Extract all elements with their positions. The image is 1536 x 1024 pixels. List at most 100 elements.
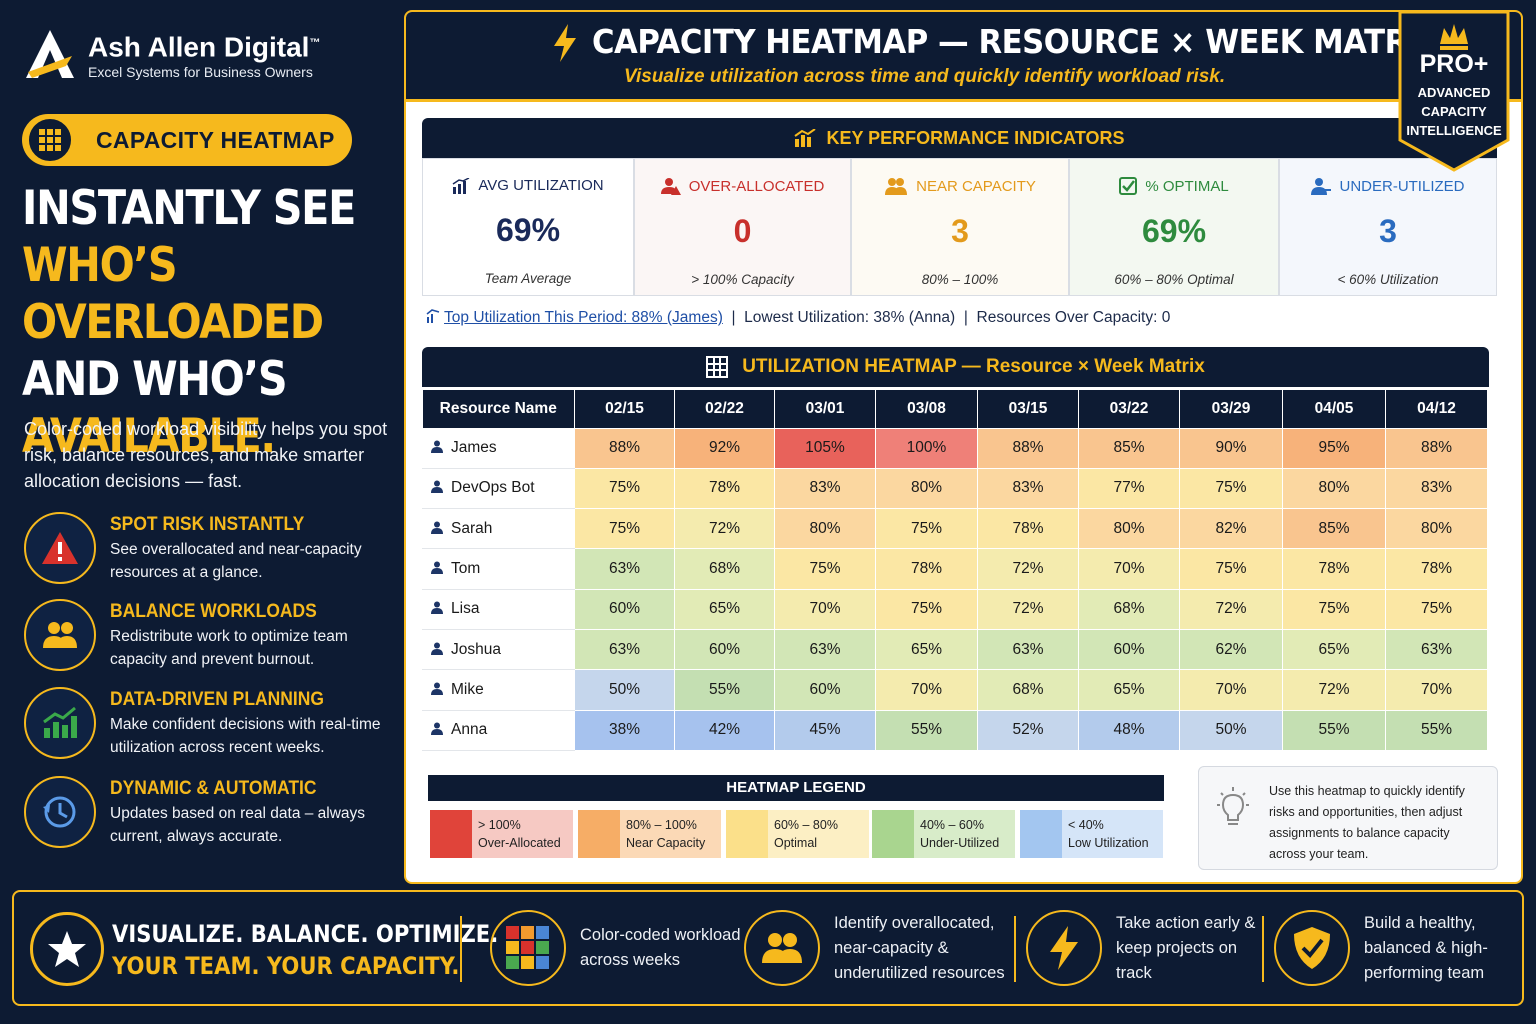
person-icon bbox=[431, 682, 443, 695]
headline-line: AVAILABLE. bbox=[22, 409, 276, 464]
heatmap-cell: 63% bbox=[774, 628, 876, 671]
team-icon bbox=[744, 910, 820, 986]
resource-name: Anna bbox=[422, 709, 575, 751]
heatmap-cell: 100% bbox=[875, 427, 978, 469]
person-icon bbox=[431, 480, 443, 494]
heatmap-table: Resource Name 02/15 02/22 03/01 03/08 03/15 03… bbox=[422, 390, 1488, 751]
legend-label: Under-Utilized bbox=[920, 836, 1000, 850]
heatmap-cell: 82% bbox=[1179, 508, 1283, 550]
pill-label: CAPACITY HEATMAP bbox=[96, 126, 335, 153]
kpi-avg-utilization: AVG UTILIZATION 69% Team Average bbox=[422, 158, 634, 296]
heatmap-cell: 63% bbox=[977, 628, 1079, 671]
heatmap-cell: 88% bbox=[574, 427, 675, 469]
kpi-section: KEY PERFORMANCE INDICATORS AVG UTILIZATI… bbox=[422, 118, 1497, 296]
person-icon bbox=[431, 722, 443, 736]
heatmap-row: Anna 38% 42% 45% 55% 52% 48% 50% 55% 55% bbox=[422, 709, 1488, 751]
legend-range: 80% – 100% bbox=[626, 818, 697, 832]
heatmap-cell: 50% bbox=[1179, 709, 1283, 751]
feature-spot-risk: SPOT RISK INSTANTLY See overallocated and… bbox=[24, 512, 404, 584]
heatmap-cell: 78% bbox=[674, 467, 775, 510]
headline-line: INSTANTLY SEE bbox=[22, 181, 356, 236]
heatmap-cell: 75% bbox=[574, 508, 675, 550]
feature-title: SPOT RISK INSTANTLY bbox=[110, 514, 305, 535]
heatmap-cell: 80% bbox=[875, 467, 978, 510]
heatmap-row: Lisa 60% 65% 70% 75% 72% 68% 72% 75% 75% bbox=[422, 588, 1488, 630]
separator: | bbox=[731, 309, 736, 326]
heatmap-cell: 60% bbox=[574, 588, 675, 630]
kpi-value: 0 bbox=[733, 213, 752, 249]
feature-title: BALANCE WORKLOADS bbox=[110, 601, 317, 622]
kpi-sub: > 100% Capacity bbox=[691, 272, 794, 287]
divider bbox=[1262, 916, 1264, 982]
checkbox-icon bbox=[1119, 177, 1138, 195]
brand-tagline: Excel Systems for Business Owners bbox=[88, 64, 313, 81]
legend-range: > 100% bbox=[478, 818, 521, 832]
footer-slogan-line: YOUR TEAM. YOUR CAPACITY. bbox=[112, 952, 460, 980]
heatmap-cell: 55% bbox=[1282, 709, 1386, 751]
top-utilization-link[interactable]: Top Utilization This Period: 88% (James) bbox=[444, 309, 723, 326]
week-header: 03/29 bbox=[1179, 390, 1283, 428]
heatmap-cell: 62% bbox=[1179, 628, 1283, 671]
heatmap-cell: 55% bbox=[875, 709, 978, 751]
tip-box: Use this heatmap to quickly identify ris… bbox=[1198, 766, 1498, 870]
team-icon bbox=[885, 178, 908, 195]
legend-label: Optimal bbox=[774, 836, 818, 850]
person-icon bbox=[431, 642, 443, 655]
legend-swatch bbox=[578, 810, 620, 858]
kpi-under-utilized: UNDER-UTILIZED 3 < 60% Utilization bbox=[1279, 158, 1497, 296]
main-panel: CAPACITY HEATMAP — RESOURCE × WEEK MATRI… bbox=[404, 10, 1523, 884]
legend-item: 40% – 60% Under-Utilized bbox=[872, 810, 1015, 858]
feature-desc: Make confident decisions with real-time … bbox=[110, 716, 381, 756]
kpi-label: % OPTIMAL bbox=[1070, 177, 1278, 195]
heatmap-cell: 83% bbox=[1385, 467, 1488, 510]
heatmap-row: Mike 50% 55% 60% 70% 68% 65% 70% 72% 70% bbox=[422, 669, 1488, 711]
team-icon bbox=[24, 599, 96, 671]
heatmap-cell: 78% bbox=[1282, 548, 1386, 590]
lightning-icon bbox=[554, 24, 576, 62]
legend-range: 40% – 60% bbox=[920, 818, 984, 832]
week-header: 02/15 bbox=[574, 390, 675, 428]
stat-line: Top Utilization This Period: 88% (James)… bbox=[426, 309, 1170, 327]
heatmap-cell: 65% bbox=[674, 588, 775, 630]
footer-item-text: Build a healthy, balanced & high-perform… bbox=[1364, 913, 1488, 982]
table-icon bbox=[706, 356, 729, 378]
kpi-label: UNDER-UTILIZED bbox=[1280, 177, 1496, 195]
star-icon bbox=[30, 912, 104, 986]
heatmap-cell: 55% bbox=[674, 669, 775, 711]
person-icon bbox=[1311, 178, 1332, 195]
footer-item-team: Build a healthy, balanced & high-perform… bbox=[1274, 910, 1504, 986]
heatmap-title: UTILIZATION HEATMAP — Resource × Week Ma… bbox=[422, 347, 1489, 387]
legend-swatch bbox=[430, 810, 472, 858]
resource-name: DevOps Bot bbox=[422, 467, 575, 510]
headline: INSTANTLY SEE WHO’S OVERLOADED AND WHO’S… bbox=[22, 180, 356, 465]
heatmap-cell: 65% bbox=[875, 628, 978, 671]
heatmap-cell: 72% bbox=[674, 508, 775, 550]
heatmap-cell: 52% bbox=[977, 709, 1079, 751]
kpi-sub: Team Average bbox=[484, 271, 572, 286]
page-title: CAPACITY HEATMAP — RESOURCE × WEEK MATRI… bbox=[592, 22, 1442, 61]
kpi-title: KEY PERFORMANCE INDICATORS bbox=[422, 118, 1497, 158]
legend-item: 80% – 100% Near Capacity bbox=[578, 810, 721, 858]
panel-header: CAPACITY HEATMAP — RESOURCE × WEEK MATRI… bbox=[406, 12, 1521, 102]
resource-name: Sarah bbox=[422, 508, 575, 550]
kpi-label: AVG UTILIZATION bbox=[423, 177, 633, 194]
heatmap-cell: 70% bbox=[774, 588, 876, 630]
resource-name-header: Resource Name bbox=[422, 390, 575, 428]
color-grid-icon bbox=[490, 910, 566, 986]
footer-item-text: Color-coded workload across weeks bbox=[580, 926, 741, 969]
heatmap-cell: 63% bbox=[1385, 628, 1488, 671]
person-icon bbox=[431, 521, 443, 534]
heatmap-cell: 90% bbox=[1179, 427, 1283, 469]
kpi-value: 69% bbox=[495, 212, 561, 248]
bar-chart-icon bbox=[794, 129, 817, 147]
heatmap-cell: 83% bbox=[977, 467, 1079, 510]
heatmap-cell: 78% bbox=[875, 548, 978, 590]
heatmap-cell: 80% bbox=[1385, 508, 1488, 550]
bar-chart-icon bbox=[452, 177, 470, 194]
grid-icon bbox=[26, 116, 74, 164]
person-warning-icon bbox=[660, 178, 681, 195]
over-capacity-count: Resources Over Capacity: 0 bbox=[976, 309, 1171, 326]
heatmap-cell: 50% bbox=[574, 669, 675, 711]
headline-line: AND WHO’S bbox=[22, 352, 288, 407]
pro-badge-line: INTELLIGENCE bbox=[1406, 123, 1502, 138]
